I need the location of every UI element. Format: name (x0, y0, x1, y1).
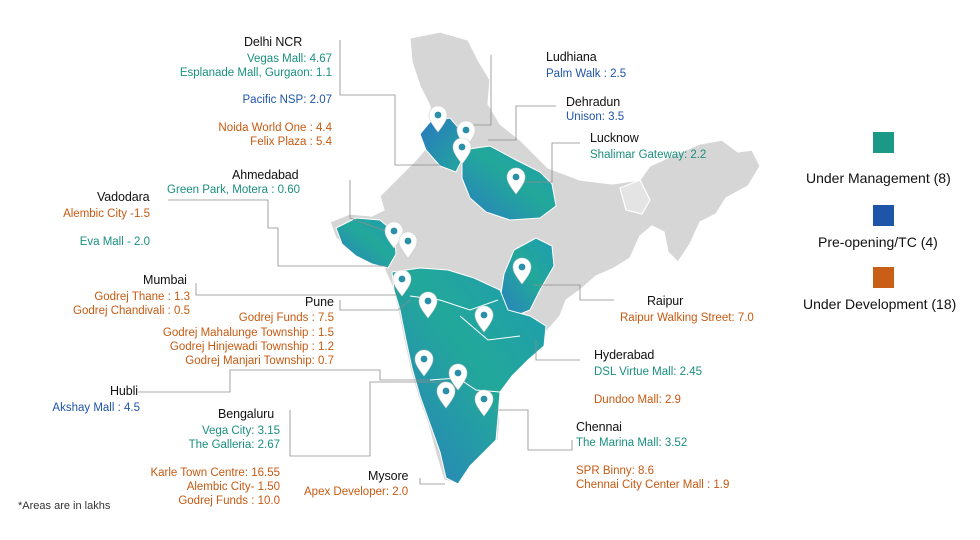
legend-label: Under Management (8) (806, 170, 951, 186)
callout-city-dehradun: Dehradun (566, 95, 621, 109)
callout-item: Green Park, Motera : 0.60 (167, 184, 300, 196)
callout-city-raipur: Raipur (647, 294, 684, 308)
callout-item: Raipur Walking Street: 7.0 (620, 312, 754, 324)
callout-city-mysore: Mysore (368, 469, 409, 483)
legend-swatch-development (873, 267, 894, 288)
callout-item: DSL Virtue Mall: 2.45 (594, 366, 703, 378)
callout-city-mumbai: Mumbai (143, 273, 187, 287)
callout-city-pune: Pune (305, 295, 334, 309)
callout-item: Shalimar Gateway: 2.2 (590, 149, 707, 161)
callout-item: Godrej Manjari Township: 0.7 (185, 355, 334, 367)
callout-item: Palm Walk : 2.5 (546, 68, 627, 80)
footnote: *Areas are in lakhs (18, 500, 111, 512)
callout-item: Vega City: 3.15 (202, 425, 280, 437)
callout-item: Godrej Chandivali : 0.5 (73, 305, 190, 317)
callout-item: Karle Town Centre: 16.55 (150, 467, 280, 479)
callout-item: Unison: 3.5 (566, 111, 625, 123)
callout-item: Godrej Mahalunge Township : 1.5 (162, 327, 334, 339)
callout-city-hubli: Hubli (110, 384, 138, 398)
callout-city-vadodara: Vadodara (97, 190, 150, 204)
callout-item: Godrej Hinjewadi Township : 1.2 (169, 341, 334, 353)
callout-item: Alembic City -1.5 (63, 208, 150, 220)
callout-item: Godrej Funds : 10.0 (178, 495, 280, 507)
highlighted-regions (335, 117, 557, 485)
callout-city-ahmedabad: Ahmedabad (232, 168, 299, 182)
callout-item: Esplanade Mall, Gurgaon: 1.1 (179, 67, 332, 79)
callout-city-delhi: Delhi NCR (244, 35, 303, 49)
callout-item: Felix Plaza : 5.4 (250, 136, 332, 148)
callout-item: The Galleria: 2.67 (188, 439, 280, 451)
callout-item: Apex Developer: 2.0 (304, 486, 409, 498)
callout-city-bengaluru: Bengaluru (218, 407, 275, 421)
legend-swatch-preopening (873, 205, 894, 226)
callout-item: Godrej Thane : 1.3 (94, 291, 190, 303)
callout-city-lucknow: Lucknow (590, 131, 639, 145)
legend-swatch-managed (873, 132, 894, 153)
callout-item: SPR Binny: 8.6 (576, 465, 654, 477)
callout-city-hyderabad: Hyderabad (594, 348, 655, 362)
callout-city-chennai: Chennai (576, 420, 622, 434)
callout-city-ludhiana: Ludhiana (546, 50, 597, 64)
callout-item: Akshay Mall : 4.5 (52, 402, 140, 414)
legend-label: Pre-opening/TC (4) (818, 234, 938, 250)
callout-item: The Marina Mall: 3.52 (576, 437, 688, 449)
callout-item: Dundoo Mall: 2.9 (594, 394, 681, 406)
connector-lines (138, 40, 614, 485)
callout-item: Pacific NSP: 2.07 (242, 94, 332, 106)
callout-item: Godrej Funds : 7.5 (238, 312, 334, 324)
callout-item: Noida World One : 4.4 (218, 122, 332, 134)
callout-item: Vegas Mall: 4.67 (246, 53, 332, 65)
callout-item: Alembic City- 1.50 (186, 481, 280, 493)
callout-item: Chennai City Center Mall : 1.9 (576, 479, 730, 491)
legend-label: Under Development (18) (803, 296, 957, 312)
callout-item: Eva Mall - 2.0 (79, 236, 150, 248)
